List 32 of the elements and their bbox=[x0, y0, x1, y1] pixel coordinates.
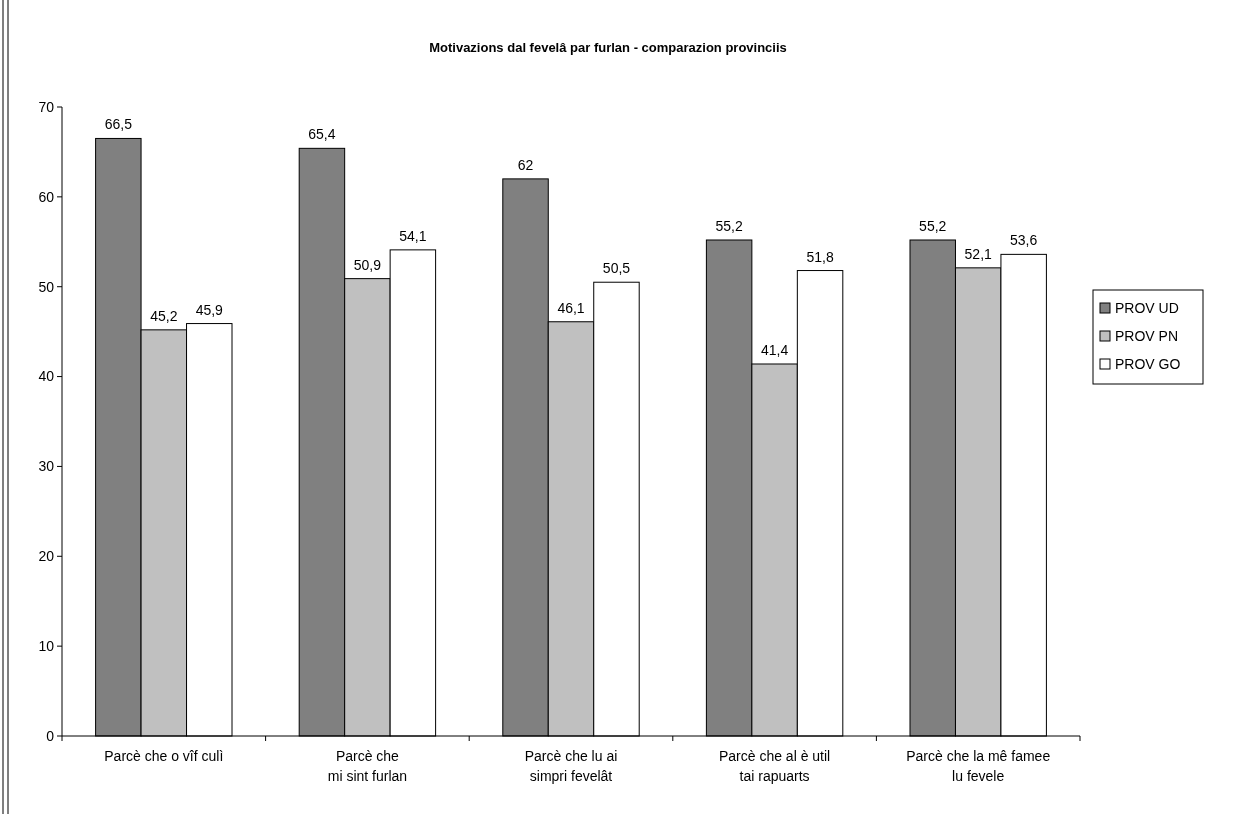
data-label: 52,1 bbox=[964, 245, 993, 262]
data-label: 46,1 bbox=[557, 299, 585, 316]
data-label: 55,2 bbox=[715, 217, 743, 234]
data-label: 55,2 bbox=[919, 217, 947, 234]
x-tick-label: Parcè che la mê famee lu fevele bbox=[906, 748, 1051, 784]
x-tick-label: Parcè che lu ai simpri fevelât bbox=[524, 748, 618, 784]
data-label: 54,1 bbox=[399, 227, 427, 244]
data-label: 62 bbox=[517, 156, 534, 173]
y-tick-label: 20 bbox=[38, 548, 55, 565]
y-tick-label: 70 bbox=[38, 98, 55, 115]
y-tick-label: 10 bbox=[38, 638, 55, 655]
y-tick-label: 60 bbox=[38, 188, 55, 205]
legend-label: PROV UD bbox=[1115, 299, 1179, 316]
x-tick-label: Parcè che al è util tai rapuarts bbox=[718, 748, 831, 784]
chart-title: Motivazions dal fevelâ par furlan - comparazion provinciis bbox=[429, 40, 787, 55]
y-tick-label: 40 bbox=[38, 368, 55, 385]
data-label: 41,4 bbox=[760, 341, 789, 358]
data-label: 50,5 bbox=[602, 260, 631, 277]
y-tick-label: 50 bbox=[38, 278, 55, 295]
data-label: 66,5 bbox=[104, 116, 133, 133]
data-label: 51,8 bbox=[806, 248, 834, 265]
y-tick-label: 0 bbox=[46, 727, 55, 744]
legend-label: PROV GO bbox=[1115, 355, 1181, 372]
legend-label: PROV PN bbox=[1115, 327, 1179, 344]
x-tick-label: Parcè che mi sint furlan bbox=[327, 748, 408, 784]
data-label: 45,9 bbox=[195, 301, 224, 318]
data-label: 50,9 bbox=[353, 256, 382, 273]
data-label: 53,6 bbox=[1010, 232, 1038, 249]
data-label: 65,4 bbox=[308, 126, 336, 143]
data-label: 45,2 bbox=[150, 307, 178, 324]
x-tick-label: Parcè che o vîf culì bbox=[104, 748, 224, 764]
y-tick-label: 30 bbox=[38, 458, 55, 475]
